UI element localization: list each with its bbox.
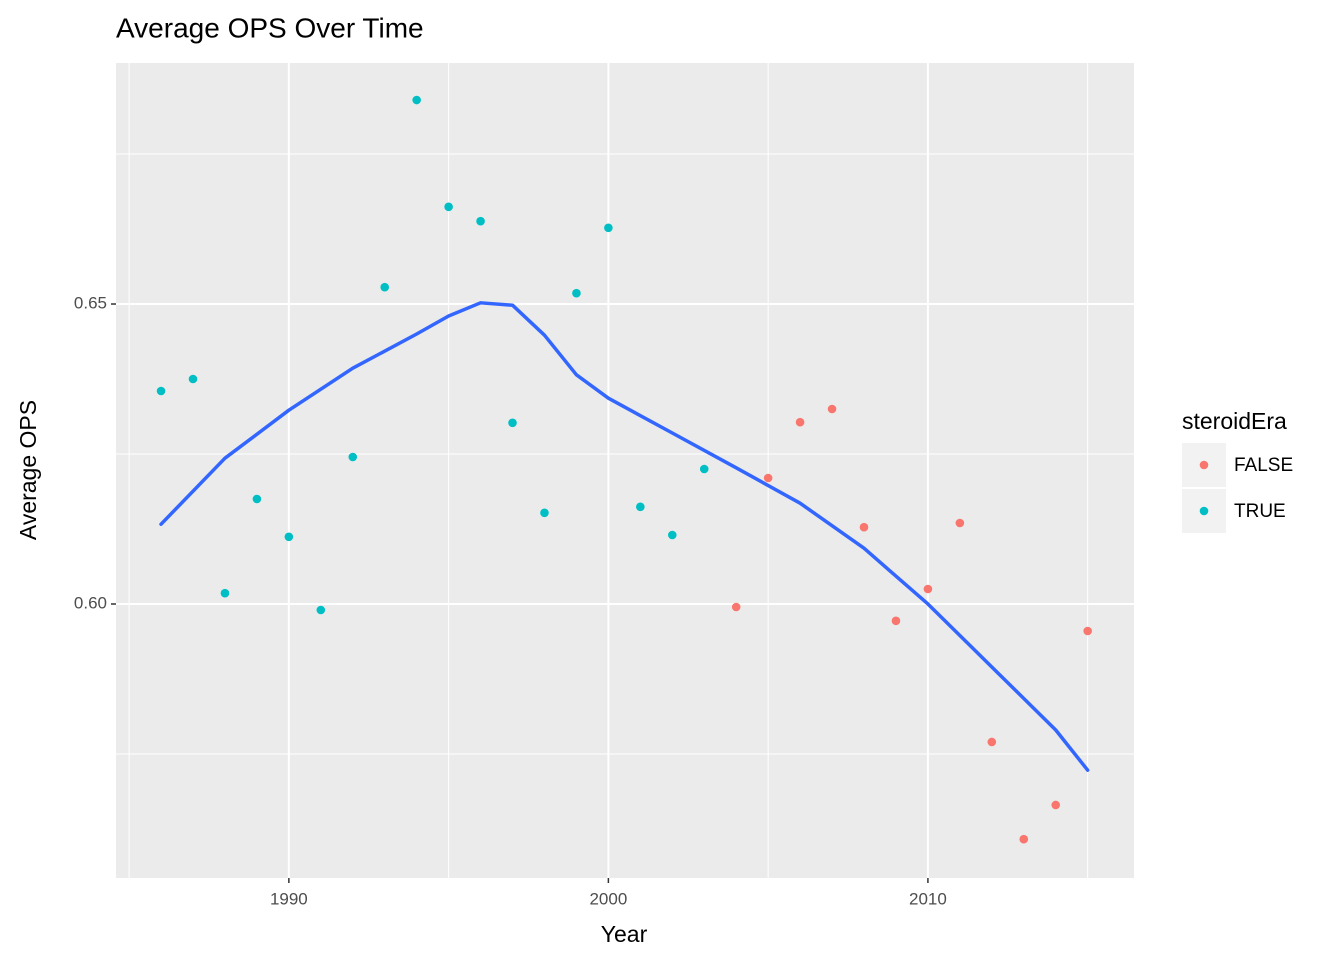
point — [284, 532, 294, 542]
point — [987, 737, 997, 747]
point — [220, 588, 230, 598]
y-tick-label: 0.65 — [74, 293, 107, 312]
x-tick-label: 1990 — [270, 889, 308, 908]
point — [348, 452, 358, 462]
point — [444, 202, 453, 212]
point — [476, 216, 485, 226]
legend-marker — [1199, 506, 1209, 516]
point — [731, 602, 741, 612]
point — [795, 417, 805, 427]
legend-marker — [1199, 460, 1209, 470]
point — [508, 418, 517, 428]
point — [156, 386, 166, 396]
point — [1083, 626, 1092, 636]
point — [316, 605, 326, 615]
point — [636, 502, 645, 512]
point — [667, 530, 677, 540]
point — [252, 494, 262, 504]
y-tick-label: 0.60 — [74, 593, 107, 612]
point — [380, 282, 390, 292]
legend-label: TRUE — [1234, 501, 1286, 522]
x-tick-label: 2000 — [589, 889, 627, 908]
chart-title: Average OPS Over Time — [116, 12, 424, 43]
plot-panel — [116, 63, 1134, 878]
point — [412, 95, 421, 105]
point — [572, 288, 581, 298]
smooth-line — [159, 301, 1090, 772]
x-axis-title: Year — [601, 921, 648, 947]
point — [699, 464, 709, 474]
legend-title: steroidEra — [1182, 408, 1287, 434]
point — [604, 223, 613, 233]
legend-label: FALSE — [1234, 455, 1293, 476]
y-axis-title: Average OPS — [15, 400, 41, 540]
point — [955, 518, 965, 528]
point — [923, 584, 933, 594]
point — [763, 473, 773, 483]
point — [540, 508, 549, 518]
point — [891, 616, 901, 626]
point — [1019, 834, 1029, 844]
point — [1051, 800, 1061, 810]
point — [827, 404, 837, 414]
x-tick-label: 2010 — [909, 889, 947, 908]
point — [188, 374, 198, 384]
point — [859, 522, 869, 532]
